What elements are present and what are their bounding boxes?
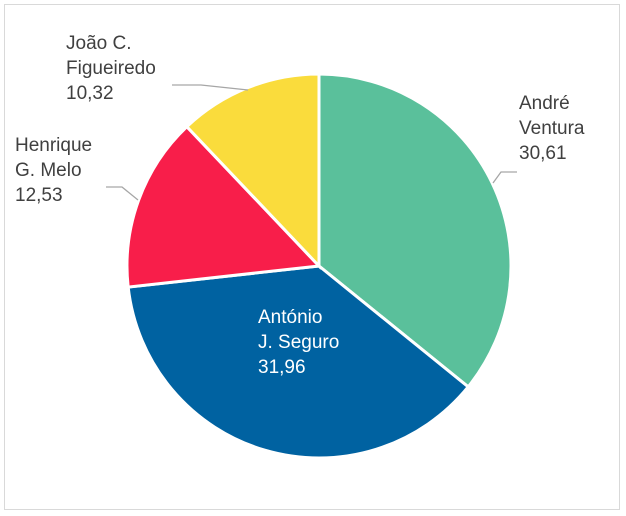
chart-area: André Ventura 30,61 António J. Seguro 31,96 He… [4,4,620,510]
pie-slice-henrique-g-melo [125,124,323,289]
data-label-value-andre-ventura: 30,61 [519,143,567,164]
data-label-name-joao-c-figueiredo: João C. [66,33,131,54]
data-label-value-antonio-j-seguro: 31,96 [258,357,306,378]
leader-line-henrique-g-melo [106,186,139,201]
data-label-name-andre-ventura: André [519,93,570,114]
pie-slice-antonio-j-seguro [126,264,471,460]
data-label-name-antonio-j-seguro: J. Seguro [258,332,339,353]
pie-slice-joao-c-figueiredo [184,72,321,270]
data-label-value-henrique-g-melo: 12,53 [15,185,63,206]
leader-line-joao-c-figueiredo [172,84,249,91]
data-label-value-joao-c-figueiredo: 10,32 [66,83,114,104]
data-label-name-antonio-j-seguro: António [258,307,322,328]
leader-line-andre-ventura [492,171,517,184]
pie-slice-andre-ventura [317,72,513,389]
pie-chart: André Ventura 30,61 António J. Seguro 31,96 He… [15,33,585,460]
data-label-name-joao-c-figueiredo: Figueiredo [66,58,156,79]
data-label-name-henrique-g-melo: Henrique [15,135,92,156]
data-label-name-andre-ventura: Ventura [519,118,585,139]
data-label-name-henrique-g-melo: G. Melo [15,160,82,181]
